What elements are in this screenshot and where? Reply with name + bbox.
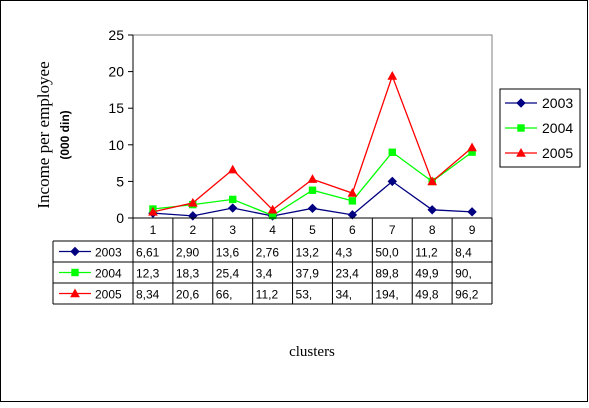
y-axis-label: Income per employee bbox=[34, 61, 53, 208]
data-point bbox=[307, 203, 318, 214]
chart-axes: 0 5 10 15 20 25 bbox=[108, 27, 493, 226]
table-cell: 2,90 bbox=[176, 246, 200, 260]
x-tick-label: 2 bbox=[189, 223, 196, 237]
y-tick-label: 5 bbox=[116, 173, 124, 189]
table-cell: 96,2 bbox=[455, 288, 479, 302]
data-point bbox=[229, 195, 237, 204]
data-point bbox=[347, 210, 358, 220]
y-axis-unit-label: (000 din) bbox=[58, 110, 72, 159]
data-point bbox=[467, 207, 477, 217]
table-cell: 8,34 bbox=[136, 288, 160, 302]
table-cell: 49,8 bbox=[415, 288, 439, 302]
x-tick-label: 8 bbox=[429, 223, 436, 237]
x-axis-label: clusters bbox=[289, 344, 335, 360]
table-cell: 49,9 bbox=[415, 267, 439, 281]
table-cell: 25,4 bbox=[216, 267, 240, 281]
data-point bbox=[427, 205, 437, 215]
table-cell: 8,4 bbox=[455, 246, 472, 260]
data-point bbox=[267, 204, 278, 214]
chart-series bbox=[148, 70, 477, 221]
table-cell: 13,6 bbox=[216, 246, 240, 260]
data-point bbox=[347, 188, 358, 197]
data-table: 1 2 3 4 5 6 7 8 9 2003 6,61 2,90 13,6 2,76 13,2 4,3 50,0… bbox=[52, 217, 493, 305]
table-cell: 34, bbox=[335, 288, 352, 302]
data-point bbox=[348, 197, 357, 205]
table-row-label: 2003 bbox=[95, 246, 122, 260]
data-point bbox=[187, 197, 198, 207]
data-point bbox=[228, 203, 238, 213]
table-cell: 3,4 bbox=[256, 267, 273, 281]
x-tick-label: 1 bbox=[150, 223, 157, 237]
x-tick-label: 4 bbox=[269, 223, 276, 237]
table-cell: 53, bbox=[296, 288, 313, 302]
legend: 2003 2004 2005 bbox=[499, 88, 581, 168]
data-point bbox=[387, 70, 398, 80]
y-tick-label: 0 bbox=[116, 210, 124, 226]
table-row-label: 2005 bbox=[95, 288, 122, 302]
legend-label: 2003 bbox=[542, 95, 573, 111]
y-tick-label: 20 bbox=[108, 64, 124, 80]
legend-label: 2005 bbox=[542, 145, 573, 161]
table-cell: 194, bbox=[375, 288, 398, 302]
table-cell: 6,61 bbox=[136, 246, 160, 260]
table-key-marker bbox=[70, 288, 80, 298]
data-point bbox=[307, 174, 318, 183]
data-point bbox=[387, 176, 397, 187]
data-point bbox=[427, 176, 438, 186]
data-point bbox=[227, 164, 238, 174]
data-point bbox=[308, 186, 317, 194]
table-row-label: 2004 bbox=[95, 267, 122, 281]
y-tick-label: 15 bbox=[108, 100, 124, 116]
legend-marker bbox=[516, 98, 526, 108]
x-tick-label: 6 bbox=[349, 223, 356, 237]
table-cell: 4,3 bbox=[335, 246, 352, 260]
table-cell: 37,9 bbox=[296, 267, 320, 281]
x-tick-label: 7 bbox=[389, 223, 396, 237]
x-tick-label: 3 bbox=[229, 223, 236, 237]
y-tick-label: 10 bbox=[108, 137, 124, 153]
legend-marker bbox=[517, 124, 525, 132]
data-point bbox=[467, 142, 477, 152]
y-tick-label: 25 bbox=[108, 27, 124, 43]
x-tick-label: 5 bbox=[309, 223, 316, 237]
table-cell: 11,2 bbox=[256, 288, 279, 302]
table-key-marker bbox=[71, 268, 79, 277]
data-point bbox=[388, 148, 396, 156]
table-cell: 13,2 bbox=[296, 246, 320, 260]
table-cell: 12,3 bbox=[136, 267, 160, 281]
legend-label: 2004 bbox=[542, 120, 573, 136]
table-cell: 90, bbox=[455, 267, 472, 281]
x-tick-label: 9 bbox=[469, 223, 476, 237]
table-cell: 11,2 bbox=[415, 246, 438, 260]
table-cell: 2,76 bbox=[256, 246, 280, 260]
table-cell: 23,4 bbox=[335, 267, 359, 281]
legend-marker bbox=[516, 147, 526, 157]
data-point bbox=[188, 211, 198, 221]
table-key-marker bbox=[70, 246, 80, 257]
data-point bbox=[148, 206, 158, 216]
table-cell: 89,8 bbox=[375, 267, 399, 281]
table-cell: 66, bbox=[216, 288, 233, 302]
table-cell: 20,6 bbox=[176, 288, 200, 302]
table-cell: 18,3 bbox=[176, 267, 200, 281]
table-cell: 50,0 bbox=[375, 246, 399, 260]
